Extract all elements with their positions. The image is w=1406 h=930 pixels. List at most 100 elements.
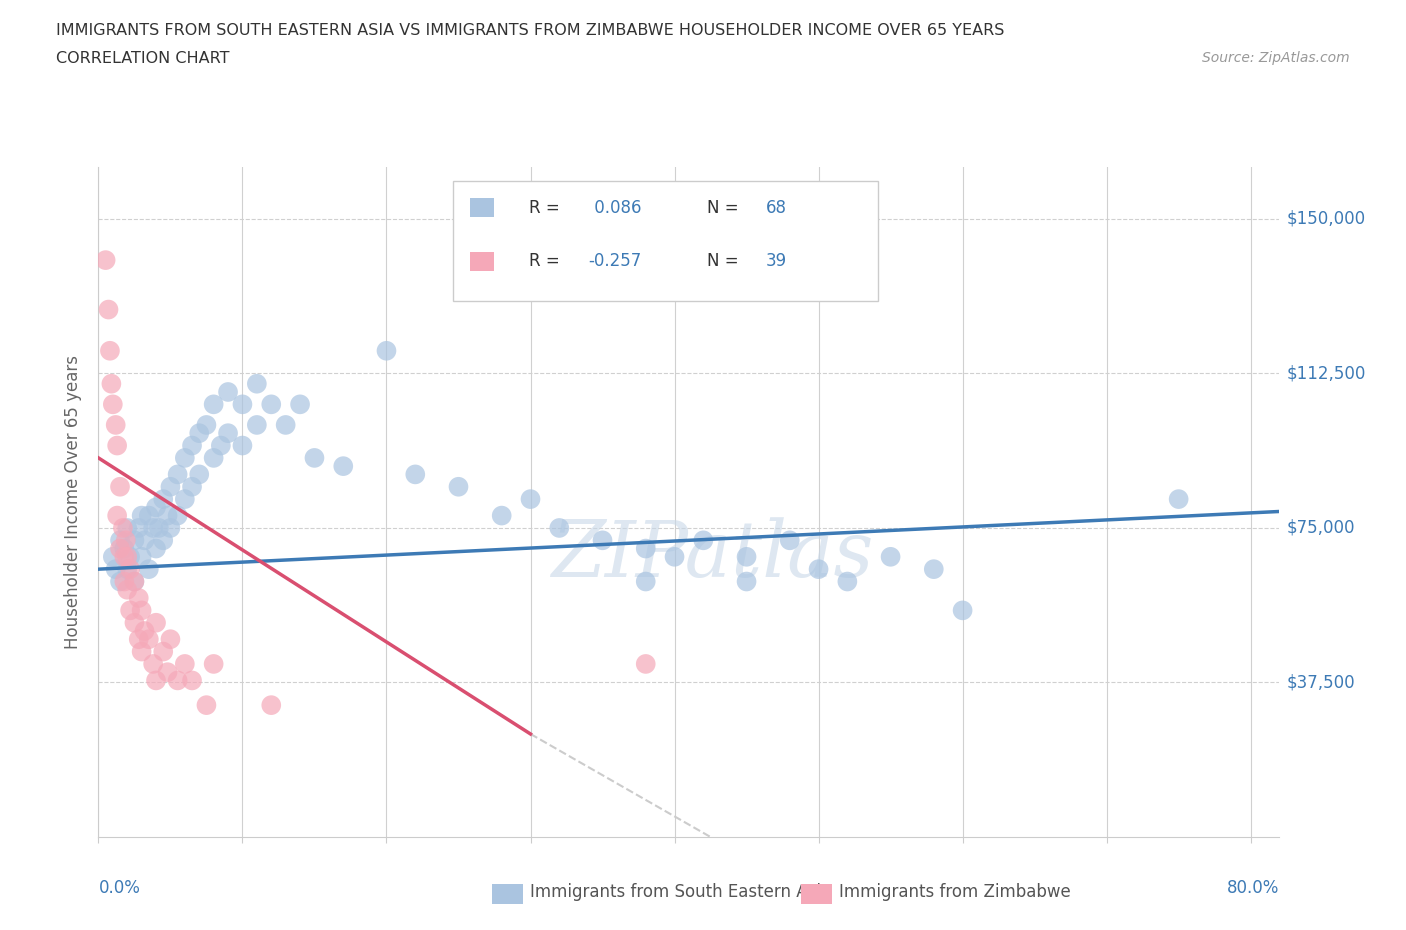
Text: Immigrants from Zimbabwe: Immigrants from Zimbabwe (839, 883, 1071, 901)
Point (159, 479, 181, 494)
Point (115, 550, 138, 565)
Point (159, 631, 181, 646)
Point (195, 418, 218, 432)
Point (112, 574, 135, 589)
Point (209, 438, 232, 453)
Point (491, 508, 513, 523)
Text: $112,500: $112,500 (1286, 365, 1365, 382)
Point (202, 657, 225, 671)
Point (1167, 492, 1189, 507)
Point (173, 657, 195, 671)
Point (166, 508, 188, 523)
Text: R =: R = (530, 252, 565, 270)
Point (138, 562, 160, 577)
Point (145, 673, 167, 688)
Point (188, 467, 211, 482)
Bar (471, 198, 494, 217)
Point (548, 521, 571, 536)
Point (735, 550, 758, 565)
Point (101, 550, 124, 565)
Point (217, 384, 239, 399)
Point (124, 574, 146, 589)
Text: -0.257: -0.257 (589, 252, 641, 270)
Point (922, 562, 945, 577)
Point (134, 623, 156, 638)
Text: CORRELATION CHART: CORRELATION CHART (56, 51, 229, 66)
Point (115, 582, 138, 597)
Point (202, 397, 225, 412)
Point (246, 418, 269, 432)
Point (124, 574, 146, 589)
Point (634, 574, 657, 589)
Point (138, 508, 160, 523)
Point (128, 521, 150, 536)
Point (128, 591, 150, 605)
Text: R =: R = (530, 199, 565, 217)
Point (131, 508, 153, 523)
Point (260, 397, 283, 412)
Point (145, 616, 167, 631)
Text: N =: N = (707, 199, 744, 217)
Point (120, 562, 142, 577)
Point (124, 616, 146, 631)
Point (138, 631, 160, 646)
Point (131, 603, 153, 618)
Text: ZIPatlas: ZIPatlas (551, 518, 873, 594)
Bar (471, 252, 494, 271)
Point (188, 426, 211, 441)
Point (181, 479, 204, 494)
Point (202, 450, 225, 465)
Point (173, 450, 195, 465)
Point (217, 426, 239, 441)
Point (260, 698, 283, 712)
Text: 68: 68 (766, 199, 787, 217)
Point (145, 500, 167, 515)
Point (181, 438, 204, 453)
Point (231, 438, 253, 453)
Point (807, 562, 830, 577)
Point (195, 698, 218, 712)
Point (173, 492, 195, 507)
Point (152, 533, 174, 548)
Point (879, 550, 901, 565)
Point (156, 665, 179, 680)
Text: 80.0%: 80.0% (1227, 879, 1279, 897)
Point (104, 418, 127, 432)
Text: Immigrants from South Eastern Asia: Immigrants from South Eastern Asia (530, 883, 831, 901)
Point (108, 574, 131, 589)
Point (134, 533, 156, 548)
Point (304, 450, 326, 465)
Point (105, 508, 128, 523)
Point (231, 397, 253, 412)
Point (124, 533, 146, 548)
Point (120, 603, 142, 618)
Point (152, 492, 174, 507)
Point (288, 397, 311, 412)
Point (274, 418, 297, 432)
Point (145, 541, 167, 556)
Point (115, 562, 138, 577)
Point (735, 574, 758, 589)
Text: $150,000: $150,000 (1286, 210, 1365, 228)
Y-axis label: Householder Income Over 65 years: Householder Income Over 65 years (65, 355, 83, 649)
Point (120, 550, 142, 565)
Point (246, 377, 269, 392)
Point (131, 550, 153, 565)
Point (101, 397, 124, 412)
Point (111, 521, 134, 536)
Text: 0.0%: 0.0% (98, 879, 141, 897)
Point (664, 550, 686, 565)
Point (148, 521, 170, 536)
Point (181, 673, 204, 688)
Text: $37,500: $37,500 (1286, 673, 1355, 692)
Point (112, 550, 135, 565)
Text: 0.086: 0.086 (589, 199, 641, 217)
Point (166, 467, 188, 482)
Text: 39: 39 (766, 252, 787, 270)
Point (142, 521, 165, 536)
Point (142, 657, 165, 671)
Text: $75,000: $75,000 (1286, 519, 1355, 537)
Point (837, 574, 859, 589)
Point (159, 521, 181, 536)
Point (152, 644, 174, 659)
